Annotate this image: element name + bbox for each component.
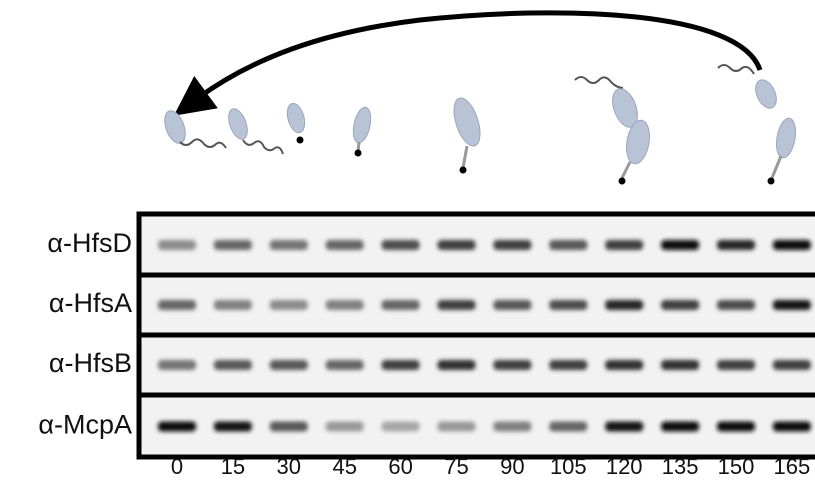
time-label: 45 xyxy=(332,454,356,479)
band xyxy=(549,421,588,432)
band xyxy=(772,240,811,250)
time-label: 165 xyxy=(774,454,811,479)
band xyxy=(605,300,644,310)
band xyxy=(493,300,532,310)
band xyxy=(269,300,308,310)
band xyxy=(325,360,364,370)
band xyxy=(717,240,755,250)
band xyxy=(213,360,252,370)
band xyxy=(437,300,476,310)
band xyxy=(717,300,755,310)
time-label: 30 xyxy=(277,454,301,479)
band xyxy=(269,421,308,432)
time-label: 90 xyxy=(500,454,524,479)
band xyxy=(158,421,196,432)
band xyxy=(325,240,364,250)
time-label: 0 xyxy=(171,454,183,479)
band xyxy=(381,360,420,370)
time-label: 15 xyxy=(221,454,245,479)
band xyxy=(493,240,532,250)
band xyxy=(437,360,476,370)
band xyxy=(213,300,252,310)
band xyxy=(158,360,196,370)
cycle-arrow xyxy=(173,10,763,116)
cell-cycle-illustration xyxy=(164,10,797,185)
time-label: 135 xyxy=(662,454,699,479)
band xyxy=(493,421,532,432)
time-label: 120 xyxy=(606,454,643,479)
band xyxy=(605,240,644,250)
band xyxy=(158,300,196,310)
band xyxy=(717,421,755,432)
band xyxy=(772,421,811,432)
time-label: 75 xyxy=(444,454,468,479)
band xyxy=(605,421,644,432)
band xyxy=(269,240,308,250)
band xyxy=(493,360,532,370)
band xyxy=(381,421,420,432)
row-label: α-HfsA xyxy=(49,288,132,318)
band xyxy=(325,421,364,432)
band xyxy=(661,300,700,310)
band xyxy=(158,240,196,250)
band xyxy=(213,421,252,432)
band xyxy=(605,360,644,370)
time-label: 105 xyxy=(550,454,587,479)
row-label: α-HfsD xyxy=(47,228,132,258)
band xyxy=(549,240,588,250)
band xyxy=(381,240,420,250)
band xyxy=(661,360,700,370)
band xyxy=(661,240,700,250)
band xyxy=(717,360,755,370)
band xyxy=(269,360,308,370)
time-label: 150 xyxy=(718,454,755,479)
time-label: 60 xyxy=(388,454,412,479)
western-blot xyxy=(136,211,815,460)
band xyxy=(549,360,588,370)
row-label: α-McpA xyxy=(38,410,132,440)
band xyxy=(325,300,364,310)
band xyxy=(661,421,700,432)
band xyxy=(772,300,811,310)
band xyxy=(437,240,476,250)
band xyxy=(213,240,252,250)
row-label: α-HfsB xyxy=(49,348,132,378)
band xyxy=(772,360,811,370)
band xyxy=(381,300,420,310)
band xyxy=(437,421,476,432)
band xyxy=(549,300,588,310)
labels: α-HfsD α-HfsA α-HfsB α-McpA 0 15 30 45 60 75 90 105… xyxy=(38,228,810,479)
